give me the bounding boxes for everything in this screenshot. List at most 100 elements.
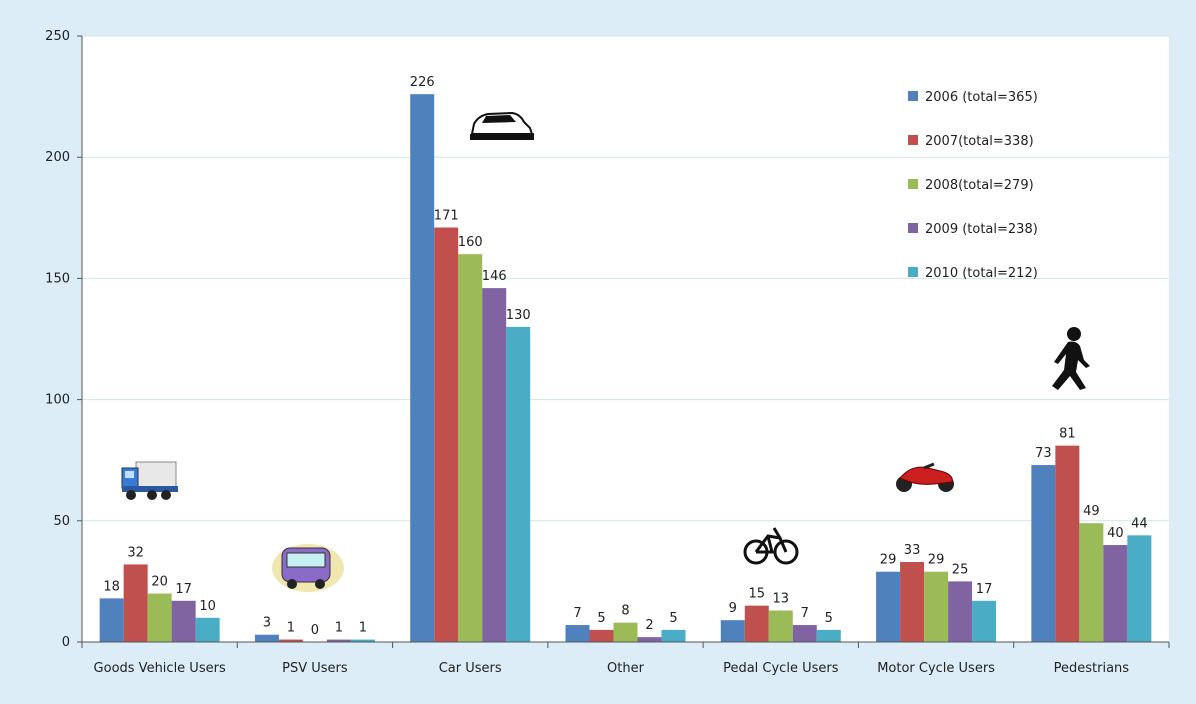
bar	[972, 600, 997, 642]
data-label: 9	[729, 601, 737, 616]
bicycle-icon	[743, 527, 799, 565]
bar	[900, 562, 925, 642]
bar	[876, 571, 901, 642]
data-label: 25	[952, 562, 969, 577]
data-label: 29	[928, 553, 945, 568]
legend-swatch	[908, 91, 918, 101]
bar	[637, 637, 662, 642]
bar	[744, 605, 769, 642]
data-label: 29	[880, 553, 897, 568]
pedestrian-icon	[1052, 327, 1090, 390]
data-label: 17	[976, 582, 993, 597]
data-label: 5	[825, 611, 833, 626]
data-label: 1	[359, 621, 367, 636]
bar	[565, 625, 590, 642]
data-label: 20	[151, 575, 168, 590]
data-label: 8	[621, 604, 629, 619]
legend-label: 2010 (total=212)	[925, 266, 1038, 281]
bar	[434, 227, 459, 642]
data-label: 10	[199, 599, 216, 614]
legend-swatch	[908, 135, 918, 145]
data-label: 18	[103, 579, 120, 594]
legend-label: 2008(total=279)	[925, 178, 1034, 193]
bar	[350, 639, 375, 642]
category-label: PSV Users	[282, 661, 348, 676]
bar	[924, 571, 949, 642]
data-label: 3	[263, 616, 271, 631]
truck-icon	[121, 461, 178, 500]
bar	[768, 610, 793, 642]
bar	[195, 617, 220, 642]
data-label: 5	[669, 611, 677, 626]
data-label: 17	[175, 582, 192, 597]
bar	[147, 593, 172, 642]
bar	[816, 629, 841, 642]
bar	[948, 581, 973, 642]
bar	[254, 634, 279, 642]
data-label: 5	[597, 611, 605, 626]
plot-area	[82, 36, 1169, 642]
bar	[99, 598, 124, 642]
data-label: 130	[506, 308, 531, 323]
y-tick-label: 100	[45, 393, 70, 408]
bus-icon	[272, 544, 344, 592]
y-tick-label: 50	[53, 514, 70, 529]
data-label: 81	[1059, 427, 1076, 442]
bar	[278, 639, 303, 642]
data-label: 40	[1107, 526, 1124, 541]
data-label: 13	[773, 591, 790, 606]
category-label: Pedestrians	[1054, 661, 1130, 676]
data-label: 1	[287, 621, 295, 636]
bar	[123, 564, 148, 642]
bar	[506, 326, 531, 642]
bar	[1103, 545, 1128, 642]
category-label: Car Users	[439, 661, 502, 676]
bar	[720, 620, 745, 642]
legend-swatch	[908, 267, 918, 277]
category-label: Goods Vehicle Users	[94, 661, 226, 676]
legend-swatch	[908, 179, 918, 189]
data-label: 1	[335, 621, 343, 636]
data-label: 32	[127, 545, 144, 560]
data-label: 7	[801, 606, 809, 621]
bars	[99, 94, 1152, 642]
data-label: 7	[573, 606, 581, 621]
data-label: 44	[1131, 516, 1148, 531]
y-tick-label: 200	[45, 150, 70, 165]
gridlines	[82, 35, 1169, 522]
bar	[410, 94, 435, 642]
bar	[1031, 465, 1056, 642]
car-icon	[470, 111, 535, 140]
motorcycle-icon	[896, 462, 954, 492]
bar	[458, 254, 483, 642]
bar	[482, 288, 507, 642]
data-label: 171	[434, 208, 459, 223]
data-label: 49	[1083, 504, 1100, 519]
axes: 0 50 100 150 200 250 Goods Vehicle Users PSV Us…	[45, 29, 1170, 676]
bar	[326, 639, 351, 642]
data-label: 33	[904, 543, 921, 558]
y-tick-label: 250	[45, 29, 70, 44]
bar	[661, 629, 686, 642]
legend-swatch	[908, 223, 918, 233]
legend-label: 2009 (total=238)	[925, 222, 1038, 237]
data-label: 2	[645, 618, 653, 633]
category-label: Other	[607, 661, 645, 676]
legend-label: 2007(total=338)	[925, 134, 1034, 149]
data-label: 15	[749, 587, 766, 602]
bar	[1127, 535, 1152, 642]
y-tick-label: 0	[62, 635, 70, 650]
bar	[171, 600, 196, 642]
data-label: 73	[1035, 446, 1052, 461]
bar	[1055, 445, 1080, 642]
y-tick-label: 150	[45, 271, 70, 286]
category-label: Motor Cycle Users	[877, 661, 995, 676]
category-label: Pedal Cycle Users	[723, 661, 839, 676]
data-label: 160	[458, 235, 483, 250]
bar	[792, 625, 817, 642]
legend: 2006 (total=365) 2007(total=338) 2008(tota…	[908, 90, 1038, 281]
data-label: 226	[410, 75, 435, 90]
